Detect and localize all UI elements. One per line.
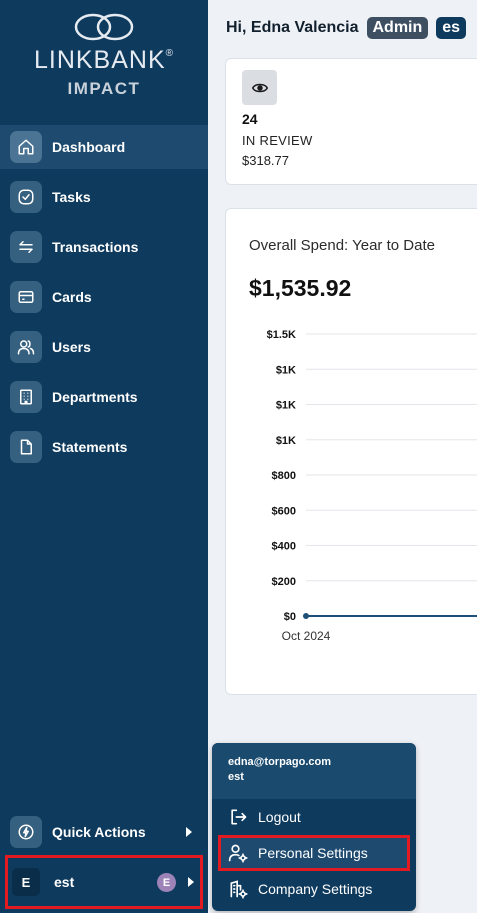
company-settings-label: Company Settings <box>258 881 373 897</box>
chevron-right-icon <box>188 877 194 887</box>
sidebar-item-label: Transactions <box>52 239 139 255</box>
company-settings-menu-item[interactable]: Company Settings <box>212 871 416 907</box>
home-icon <box>10 131 42 163</box>
review-amount: $318.77 <box>242 153 289 168</box>
sidebar-item-departments[interactable]: Departments <box>0 375 208 419</box>
sidebar: LINKBANK® IMPACT Dashboard Tasks Transac… <box>0 0 208 913</box>
greeting-text: Hi, Edna Valencia <box>226 19 359 36</box>
sidebar-item-transactions[interactable]: Transactions <box>0 225 208 269</box>
sidebar-item-label: Users <box>52 339 91 355</box>
logout-icon <box>231 809 247 825</box>
spend-title: Overall Spend: Year to Date <box>249 237 435 254</box>
popup-name: est <box>228 771 244 783</box>
y-tick-label: $400 <box>272 541 296 553</box>
y-tick-label: $0 <box>284 611 296 623</box>
data-point[interactable] <box>303 613 309 619</box>
sidebar-item-label: Dashboard <box>52 139 126 155</box>
account-switcher[interactable]: E est E <box>5 855 203 909</box>
sidebar-item-label: Departments <box>52 389 138 405</box>
overall-spend-card: Overall Spend: Year to Date $1,535.92 $1… <box>225 208 477 695</box>
account-popup-menu: edna@torpago.com est Logout Personal Set… <box>212 743 416 911</box>
sidebar-item-cards[interactable]: Cards <box>0 275 208 319</box>
sidebar-item-label: Statements <box>52 439 128 455</box>
y-tick-label: $1.5K <box>267 329 296 341</box>
sidebar-item-dashboard[interactable]: Dashboard <box>0 125 208 169</box>
x-tick-label: Oct 2024 <box>282 629 331 643</box>
logout-label: Logout <box>258 809 301 825</box>
y-tick-label: $1K <box>276 364 296 376</box>
y-tick-label: $1K <box>276 400 296 412</box>
quick-actions-button[interactable]: Quick Actions <box>0 810 208 854</box>
sidebar-nav: Dashboard Tasks Transactions Cards Users <box>0 125 208 475</box>
quick-actions-label: Quick Actions <box>52 824 146 840</box>
review-count: 24 <box>242 111 258 127</box>
company-settings-icon <box>230 880 248 899</box>
role-badge: Admin <box>366 17 429 39</box>
spend-total: $1,535.92 <box>249 275 352 301</box>
document-icon <box>10 431 42 463</box>
check-circle-icon <box>10 181 42 213</box>
y-tick-label: $200 <box>272 576 296 588</box>
y-tick-label: $600 <box>272 505 296 517</box>
logout-menu-item[interactable]: Logout <box>212 799 416 835</box>
review-label: IN REVIEW <box>242 133 313 148</box>
sidebar-item-users[interactable]: Users <box>0 325 208 369</box>
popup-email: edna@torpago.com <box>228 756 332 768</box>
account-avatar: E <box>12 868 40 896</box>
lightning-icon <box>10 816 42 848</box>
users-icon <box>10 331 42 363</box>
credit-card-icon <box>10 281 42 313</box>
spend-line-chart: $1.5K $1K $1K $1K $800 $600 $400 $200 $0 Oct 2024 <box>267 329 477 643</box>
org-badge: es <box>436 17 467 39</box>
sidebar-item-label: Cards <box>52 289 92 305</box>
user-badge: E <box>157 873 176 892</box>
brand-name: LINKBANK® <box>33 46 175 74</box>
chevron-right-icon <box>186 827 192 837</box>
sidebar-item-statements[interactable]: Statements <box>0 425 208 469</box>
brand-logo[interactable]: LINKBANK® IMPACT <box>0 12 208 99</box>
header-greeting: Hi, Edna Valencia Admin es <box>226 14 467 42</box>
account-name: est <box>54 874 75 890</box>
transfer-arrows-icon <box>10 231 42 263</box>
user-settings-icon <box>228 844 248 863</box>
eye-icon <box>242 70 277 105</box>
building-icon <box>10 381 42 413</box>
popup-header: edna@torpago.com est <box>212 743 416 799</box>
in-review-card[interactable]: 24 IN REVIEW $318.77 <box>225 58 477 185</box>
sidebar-item-tasks[interactable]: Tasks <box>0 175 208 219</box>
personal-settings-label: Personal Settings <box>258 845 368 861</box>
linkbank-logo-mark <box>74 13 134 41</box>
brand-subtitle: IMPACT <box>67 79 141 98</box>
y-tick-label: $1K <box>276 435 296 447</box>
sidebar-item-label: Tasks <box>52 189 91 205</box>
y-tick-label: $800 <box>272 470 296 482</box>
personal-settings-menu-item[interactable]: Personal Settings <box>218 835 410 871</box>
